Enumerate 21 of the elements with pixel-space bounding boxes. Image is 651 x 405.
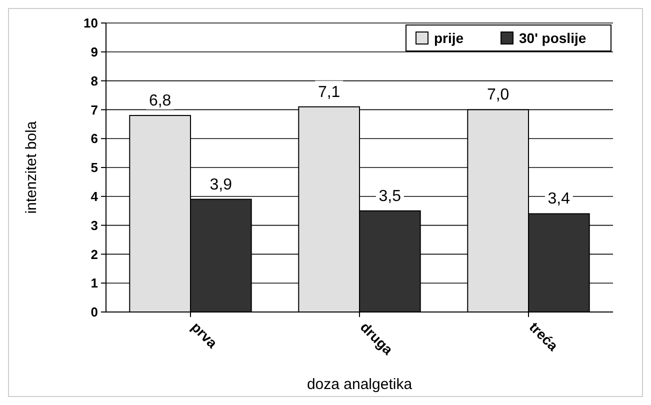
- legend-label: prije: [434, 30, 464, 46]
- y-tick-label: 9: [90, 44, 98, 60]
- y-axis-title: intenzitet bola: [23, 120, 40, 214]
- x-axis-title: doza analgetika: [306, 376, 413, 393]
- data-label: 3,5: [378, 188, 402, 205]
- legend-label: 30' poslije: [519, 30, 586, 46]
- y-tick-label: 10: [84, 16, 98, 31]
- y-tick-label: 2: [90, 246, 98, 262]
- data-label: 7,1: [318, 84, 340, 101]
- y-tick-label: 8: [90, 73, 98, 88]
- y-tick-label: 4: [90, 188, 99, 204]
- y-tick-label: 6: [90, 131, 98, 146]
- y-tick-label: 0: [90, 304, 98, 320]
- y-tick-label: 5: [90, 160, 98, 176]
- data-label: 3,4: [548, 190, 570, 208]
- data-label: 3,9: [210, 176, 232, 194]
- data-label: 6,8: [148, 92, 172, 110]
- y-tick-label: 1: [90, 276, 98, 291]
- y-tick-label: 7: [90, 102, 98, 118]
- y-tick-label: 3: [90, 218, 98, 233]
- data-label: 7,0: [486, 86, 510, 104]
